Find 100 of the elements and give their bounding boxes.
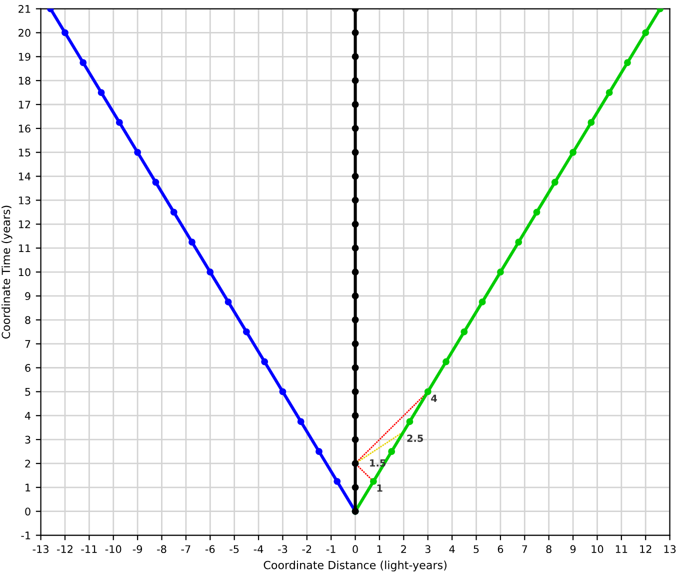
x-tick-label: -4 — [254, 545, 264, 553]
point — [352, 101, 359, 108]
y-tick-label: 6 — [25, 364, 30, 372]
point — [116, 118, 123, 126]
point — [352, 484, 359, 491]
x-tick-label: 1 — [377, 545, 382, 553]
x-tick-label: 10 — [592, 545, 604, 554]
point — [515, 238, 522, 246]
point — [134, 148, 142, 156]
y-tick-label: 0 — [25, 508, 30, 516]
point — [406, 418, 414, 426]
x-tick-label: 2 — [401, 545, 406, 553]
x-tick-label: 6 — [498, 545, 504, 554]
point — [442, 358, 450, 366]
x-tick-label: 9 — [570, 545, 576, 554]
x-tick-label: -13 — [32, 545, 48, 554]
y-tick-label: 13 — [18, 196, 30, 204]
x-tick-label: -5 — [230, 545, 239, 554]
y-tick-label: 14 — [18, 172, 30, 180]
point — [642, 29, 650, 36]
x-tick-label: 11 — [616, 545, 628, 553]
x-axis-title: Coordinate Distance (light-years) — [264, 560, 446, 572]
point — [352, 388, 359, 396]
y-tick-label: 19 — [18, 52, 30, 61]
point — [460, 328, 468, 336]
point — [352, 340, 359, 348]
x-tick-label: -9 — [132, 545, 142, 554]
point — [588, 118, 595, 126]
point — [188, 238, 196, 246]
point — [424, 388, 432, 396]
y-tick-label: 4 — [24, 412, 30, 420]
x-tick-label: 5 — [474, 545, 479, 554]
y-tick-label: 17 — [18, 100, 30, 108]
point — [352, 77, 359, 84]
point — [388, 448, 396, 455]
point — [496, 268, 504, 276]
x-tick-label: -1 — [326, 545, 336, 553]
x-tick-label: -7 — [181, 545, 190, 553]
point — [478, 298, 486, 306]
point — [170, 208, 178, 216]
x-tick-label: 0 — [352, 545, 358, 554]
y-tick-label: 15 — [18, 148, 30, 156]
point — [152, 178, 160, 186]
x-tick-label: -11 — [81, 545, 97, 553]
point — [352, 460, 359, 467]
point — [370, 478, 377, 485]
point — [352, 172, 359, 180]
y-tick-label: 5 — [25, 388, 30, 396]
point — [80, 59, 87, 66]
x-tick-label: 3 — [425, 545, 430, 554]
x-tick-label: 12 — [640, 545, 652, 553]
point — [352, 292, 359, 300]
point — [352, 196, 359, 204]
point — [334, 478, 341, 485]
point — [62, 29, 68, 36]
annotation: 1 — [377, 484, 382, 492]
x-tick-label: -12 — [56, 545, 72, 553]
point — [224, 298, 232, 306]
y-tick-label: 16 — [18, 124, 30, 133]
x-tick-label: 7 — [522, 545, 528, 553]
y-tick-label: 10 — [18, 268, 30, 276]
point — [242, 328, 250, 336]
point — [352, 316, 359, 324]
y-tick-label: 3 — [25, 436, 30, 444]
point — [352, 124, 359, 132]
annotation: 4 — [431, 394, 437, 402]
x-tick-label: -8 — [157, 545, 166, 554]
y-tick-label: 21 — [18, 5, 30, 13]
x-tick-label: -10 — [105, 545, 122, 554]
y-tick-label: 8 — [25, 316, 30, 324]
x-tick-label: 4 — [449, 545, 455, 553]
point — [279, 388, 286, 396]
y-tick-label: 20 — [18, 28, 30, 37]
point — [206, 268, 214, 276]
point — [352, 148, 359, 156]
x-tick-label: 8 — [546, 545, 552, 554]
y-tick-label: 1 — [26, 484, 30, 492]
point — [261, 358, 268, 366]
y-tick-label: 12 — [18, 220, 30, 228]
point — [606, 89, 613, 96]
point — [352, 436, 359, 444]
point — [352, 53, 359, 60]
point — [352, 220, 359, 228]
y-tick-label: 7 — [25, 340, 30, 348]
point — [98, 89, 105, 96]
y-tick-label: 2 — [25, 460, 30, 468]
x-tick-label: -2 — [302, 545, 312, 553]
point — [570, 148, 577, 156]
point — [352, 29, 359, 36]
point — [352, 364, 359, 372]
point — [352, 244, 359, 252]
y-tick-label: -1 — [21, 532, 30, 540]
x-tick-label: -3 — [278, 545, 288, 554]
x-tick-label: -6 — [205, 545, 215, 554]
point — [352, 412, 359, 420]
point — [316, 448, 322, 455]
x-tick-label: 13 — [664, 545, 676, 554]
y-tick-label: 9 — [25, 292, 30, 300]
y-tick-label: 11 — [18, 244, 30, 252]
point — [551, 178, 558, 186]
